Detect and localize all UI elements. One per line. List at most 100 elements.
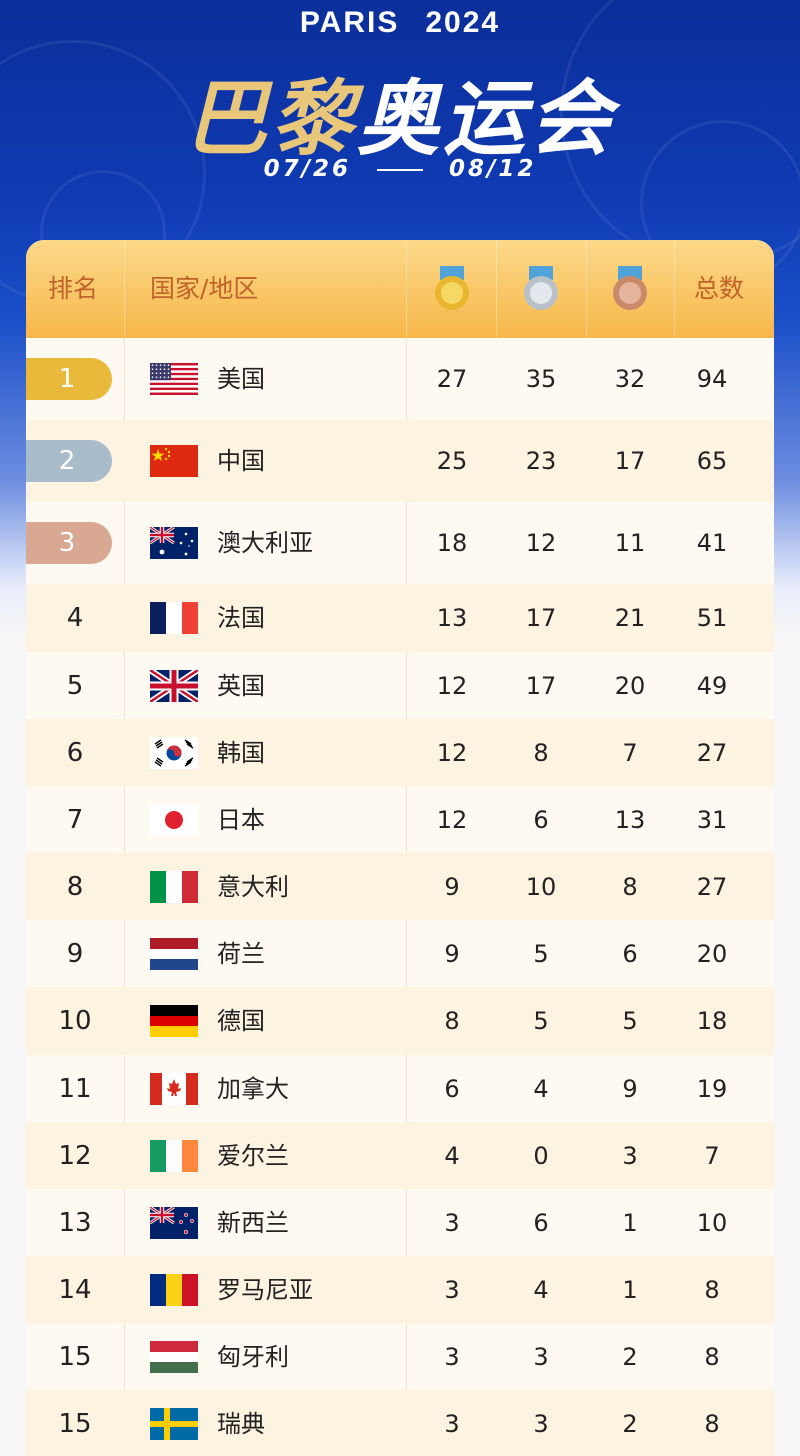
- table-row: 15 瑞典 3 3 2 8: [26, 1390, 774, 1456]
- silver-medal-icon: [523, 266, 559, 312]
- rank-number: 10: [58, 1006, 92, 1036]
- total-count: 7: [704, 1141, 720, 1170]
- rank-badge: 1: [26, 358, 112, 400]
- event-name: PARIS 2024: [0, 6, 800, 40]
- gold-count: 4: [444, 1141, 460, 1170]
- rank-number: 5: [66, 670, 84, 701]
- bronze-count: 2: [622, 1410, 638, 1438]
- silver-count: 6: [533, 805, 549, 834]
- page-title: 巴黎奥运会: [0, 52, 800, 171]
- table-row: 13 新西兰 3 6 1 10: [26, 1189, 774, 1256]
- country-name: 日本: [217, 805, 265, 834]
- date-start: 07/26: [263, 156, 351, 182]
- silver-count: 17: [525, 604, 557, 632]
- uk-flag-icon: [148, 667, 200, 704]
- bronze-count: 7: [622, 738, 638, 767]
- total-count: 51: [696, 604, 728, 632]
- total-count: 49: [696, 671, 728, 700]
- gold-count: 9: [444, 939, 460, 968]
- hungary-flag-icon: [150, 1340, 198, 1373]
- table-row: 4 法国 13 17 21 51: [26, 584, 774, 652]
- bronze-count: 11: [614, 529, 646, 557]
- rank-number: 7: [66, 804, 84, 835]
- table-header: 排名 国家/地区 总数: [26, 240, 774, 338]
- silver-count: 35: [525, 365, 557, 393]
- silver-count: 0: [533, 1141, 549, 1170]
- silver-count: 3: [533, 1342, 549, 1371]
- table-row: 9 荷兰 9 5 6 20: [26, 920, 774, 987]
- total-count: 65: [696, 447, 728, 475]
- rank-number: 14: [58, 1274, 92, 1305]
- total-count: 18: [696, 1007, 728, 1035]
- event-en: PARIS: [299, 6, 400, 39]
- gold-count: 6: [444, 1074, 460, 1103]
- bronze-count: 3: [622, 1141, 638, 1170]
- bronze-count: 8: [622, 872, 638, 901]
- rank-badge: 3: [26, 522, 112, 564]
- bronze-count: 1: [622, 1208, 638, 1237]
- country-name: 加拿大: [217, 1074, 289, 1103]
- gold-count: 3: [444, 1342, 460, 1371]
- gold-count: 12: [436, 738, 468, 767]
- total-count: 8: [704, 1410, 720, 1438]
- country-name: 新西兰: [217, 1208, 289, 1237]
- table-row: 14 罗马尼亚 3 4 1 8: [26, 1256, 774, 1323]
- silver-count: 3: [533, 1410, 549, 1438]
- silver-count: 10: [525, 872, 557, 901]
- bronze-count: 32: [614, 365, 646, 393]
- country-name: 中国: [217, 447, 265, 475]
- rank-number: 9: [66, 938, 84, 969]
- table-row: 11 加拿大 6 4 9 19: [26, 1055, 774, 1122]
- table-row: 2 中国 25 23 17 65: [26, 420, 774, 502]
- rank-number: 8: [66, 871, 84, 902]
- romania-flag-icon: [150, 1273, 198, 1306]
- bronze-count: 5: [622, 1007, 638, 1035]
- table-row: 6 韩国 12 8 7 27: [26, 719, 774, 786]
- date-range: 07/26 08/12: [0, 156, 800, 182]
- total-count: 27: [696, 872, 728, 901]
- col-rank-label: 排名: [48, 274, 99, 303]
- total-count: 41: [696, 529, 728, 557]
- newzealand-flag-icon: [149, 1205, 198, 1239]
- rank-number: 15: [58, 1341, 92, 1372]
- bronze-count: 13: [614, 805, 646, 834]
- rank-number: 13: [58, 1207, 92, 1238]
- country-name: 英国: [217, 671, 265, 700]
- country-name: 澳大利亚: [217, 529, 313, 557]
- date-end: 08/12: [449, 156, 537, 182]
- silver-count: 5: [533, 939, 549, 968]
- bronze-count: 2: [622, 1342, 638, 1371]
- silver-count: 12: [525, 529, 557, 557]
- rank-number: 12: [58, 1140, 92, 1171]
- total-count: 94: [696, 365, 728, 393]
- country-name: 荷兰: [217, 939, 265, 968]
- table-row: 12 爱尔兰 4 0 3 7: [26, 1122, 774, 1189]
- country-name: 爱尔兰: [217, 1141, 289, 1170]
- total-count: 31: [696, 805, 728, 834]
- table-row: 15 匈牙利 3 3 2 8: [26, 1323, 774, 1390]
- table-row: 10 德国 8 5 5 18: [26, 987, 774, 1055]
- italy-flag-icon: [150, 870, 198, 903]
- silver-count: 6: [533, 1208, 549, 1237]
- rank-number: 11: [58, 1073, 92, 1104]
- gold-count: 9: [444, 872, 460, 901]
- table-row: 1 美国 27 35 32 94: [26, 338, 774, 420]
- total-count: 8: [704, 1275, 720, 1304]
- total-count: 8: [704, 1342, 720, 1371]
- usa-flag-icon: [150, 363, 198, 395]
- bronze-count: 17: [614, 447, 646, 475]
- date-dash: [377, 168, 423, 171]
- silver-count: 5: [533, 1007, 549, 1035]
- gold-count: 8: [444, 1007, 460, 1035]
- gold-count: 3: [444, 1410, 460, 1438]
- gold-count: 25: [436, 447, 468, 475]
- title-white: 奥运会: [357, 72, 615, 167]
- gold-count: 12: [436, 805, 468, 834]
- country-name: 韩国: [217, 738, 265, 767]
- ireland-flag-icon: [150, 1139, 198, 1172]
- gold-count: 3: [444, 1208, 460, 1237]
- sweden-flag-icon: [150, 1408, 198, 1440]
- france-flag-icon: [150, 602, 198, 634]
- bronze-count: 6: [622, 939, 638, 968]
- country-name: 法国: [217, 604, 265, 632]
